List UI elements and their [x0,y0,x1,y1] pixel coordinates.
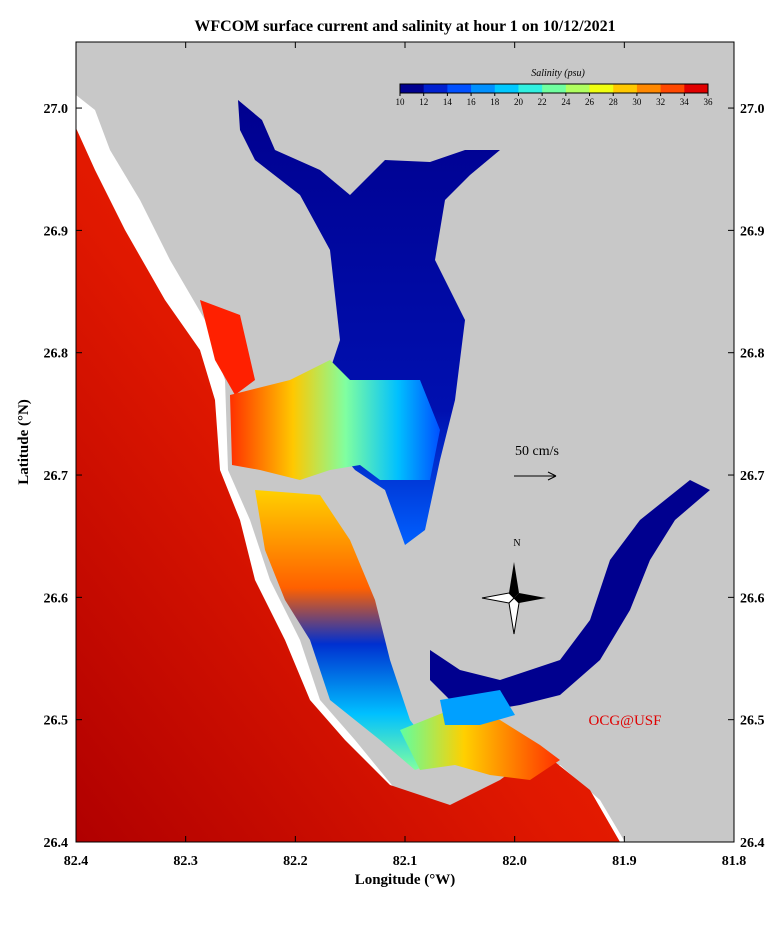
y-tick-label: 26.9 [44,224,69,239]
x-tick-label: 82.1 [393,854,418,869]
colorbar-label: Salinity (psu) [531,68,585,79]
colorbar-swatch [400,84,425,93]
y-axis-label: Latitude (°N) [16,399,32,485]
colorbar-tick-label: 34 [680,97,690,107]
colorbar-tick-label: 16 [467,97,477,107]
colorbar-swatch [589,84,614,93]
y-tick-label-right: 26.5 [740,714,765,729]
colorbar-tick-label: 20 [514,97,524,107]
caloosahatchee [430,480,710,710]
colorbar-swatch [447,84,472,93]
x-tick-label: 81.8 [722,854,747,869]
lemon-bay [200,300,255,395]
compass [481,562,546,635]
y-tick-label-right: 26.8 [740,347,765,362]
x-tick-label: 81.9 [612,854,637,869]
river-lower [440,690,515,725]
colorbar-tick-label: 24 [561,97,571,107]
y-tick-label-right: 26.7 [740,469,765,484]
y-tick-label: 26.7 [44,469,69,484]
colorbar-tick-label: 28 [609,97,619,107]
title: WFCOM surface current and salinity at ho… [194,18,615,35]
colorbar-tick-label: 32 [656,97,665,107]
colorbar-swatch [684,84,709,93]
river-mouth [400,710,560,780]
x-tick-label: 82.2 [283,854,308,869]
colorbar-swatch [494,84,519,93]
colorbar-swatch [518,84,543,93]
colorbar-tick-label: 14 [443,97,453,107]
colorbar-swatch [613,84,638,93]
x-axis-label: Longitude (°W) [355,872,456,888]
colorbar-frame [399,83,709,94]
x-tick-label: 82.0 [502,854,527,869]
colorbar-tick-label: 26 [585,97,595,107]
colorbar-tick-label: 10 [396,97,406,107]
colorbar-tick-label: 22 [538,97,547,107]
gulf [76,128,620,842]
scale-arrow-head [547,471,557,481]
colorbar-swatch [423,84,448,93]
scale-label: 50 cm/s [515,444,559,459]
y-tick-label: 26.8 [44,347,69,362]
y-tick-label-right: 27.0 [740,102,765,117]
pine-island-sound [255,490,440,770]
x-tick-label: 82.4 [64,854,89,869]
y-tick-label: 27.0 [44,102,69,117]
y-tick-label-right: 26.6 [740,591,765,606]
x-tick-label: 82.3 [173,854,198,869]
map-area: 50 cm/s N OCG@USF [76,42,734,842]
colorbar-tick-label: 12 [419,97,428,107]
colorbar-swatch [660,84,685,93]
colorbar-tick-label: 36 [704,97,714,107]
y-tick-label: 26.6 [44,591,69,606]
north-label: N [513,538,520,549]
colorbar-tick-label: 18 [490,97,500,107]
charlotte-harbor [230,360,440,480]
credit: OCG@USF [588,713,661,729]
colorbar-swatch [565,84,591,93]
colorbar-tick-label: 30 [632,97,642,107]
colorbar-swatch [542,84,567,93]
y-tick-label: 26.4 [44,836,69,851]
y-tick-label: 26.5 [44,714,69,729]
y-tick-label-right: 26.9 [740,224,765,239]
colorbar-swatch [636,84,662,93]
y-tick-label-right: 26.4 [740,836,765,851]
colorbar-swatch [471,84,496,93]
